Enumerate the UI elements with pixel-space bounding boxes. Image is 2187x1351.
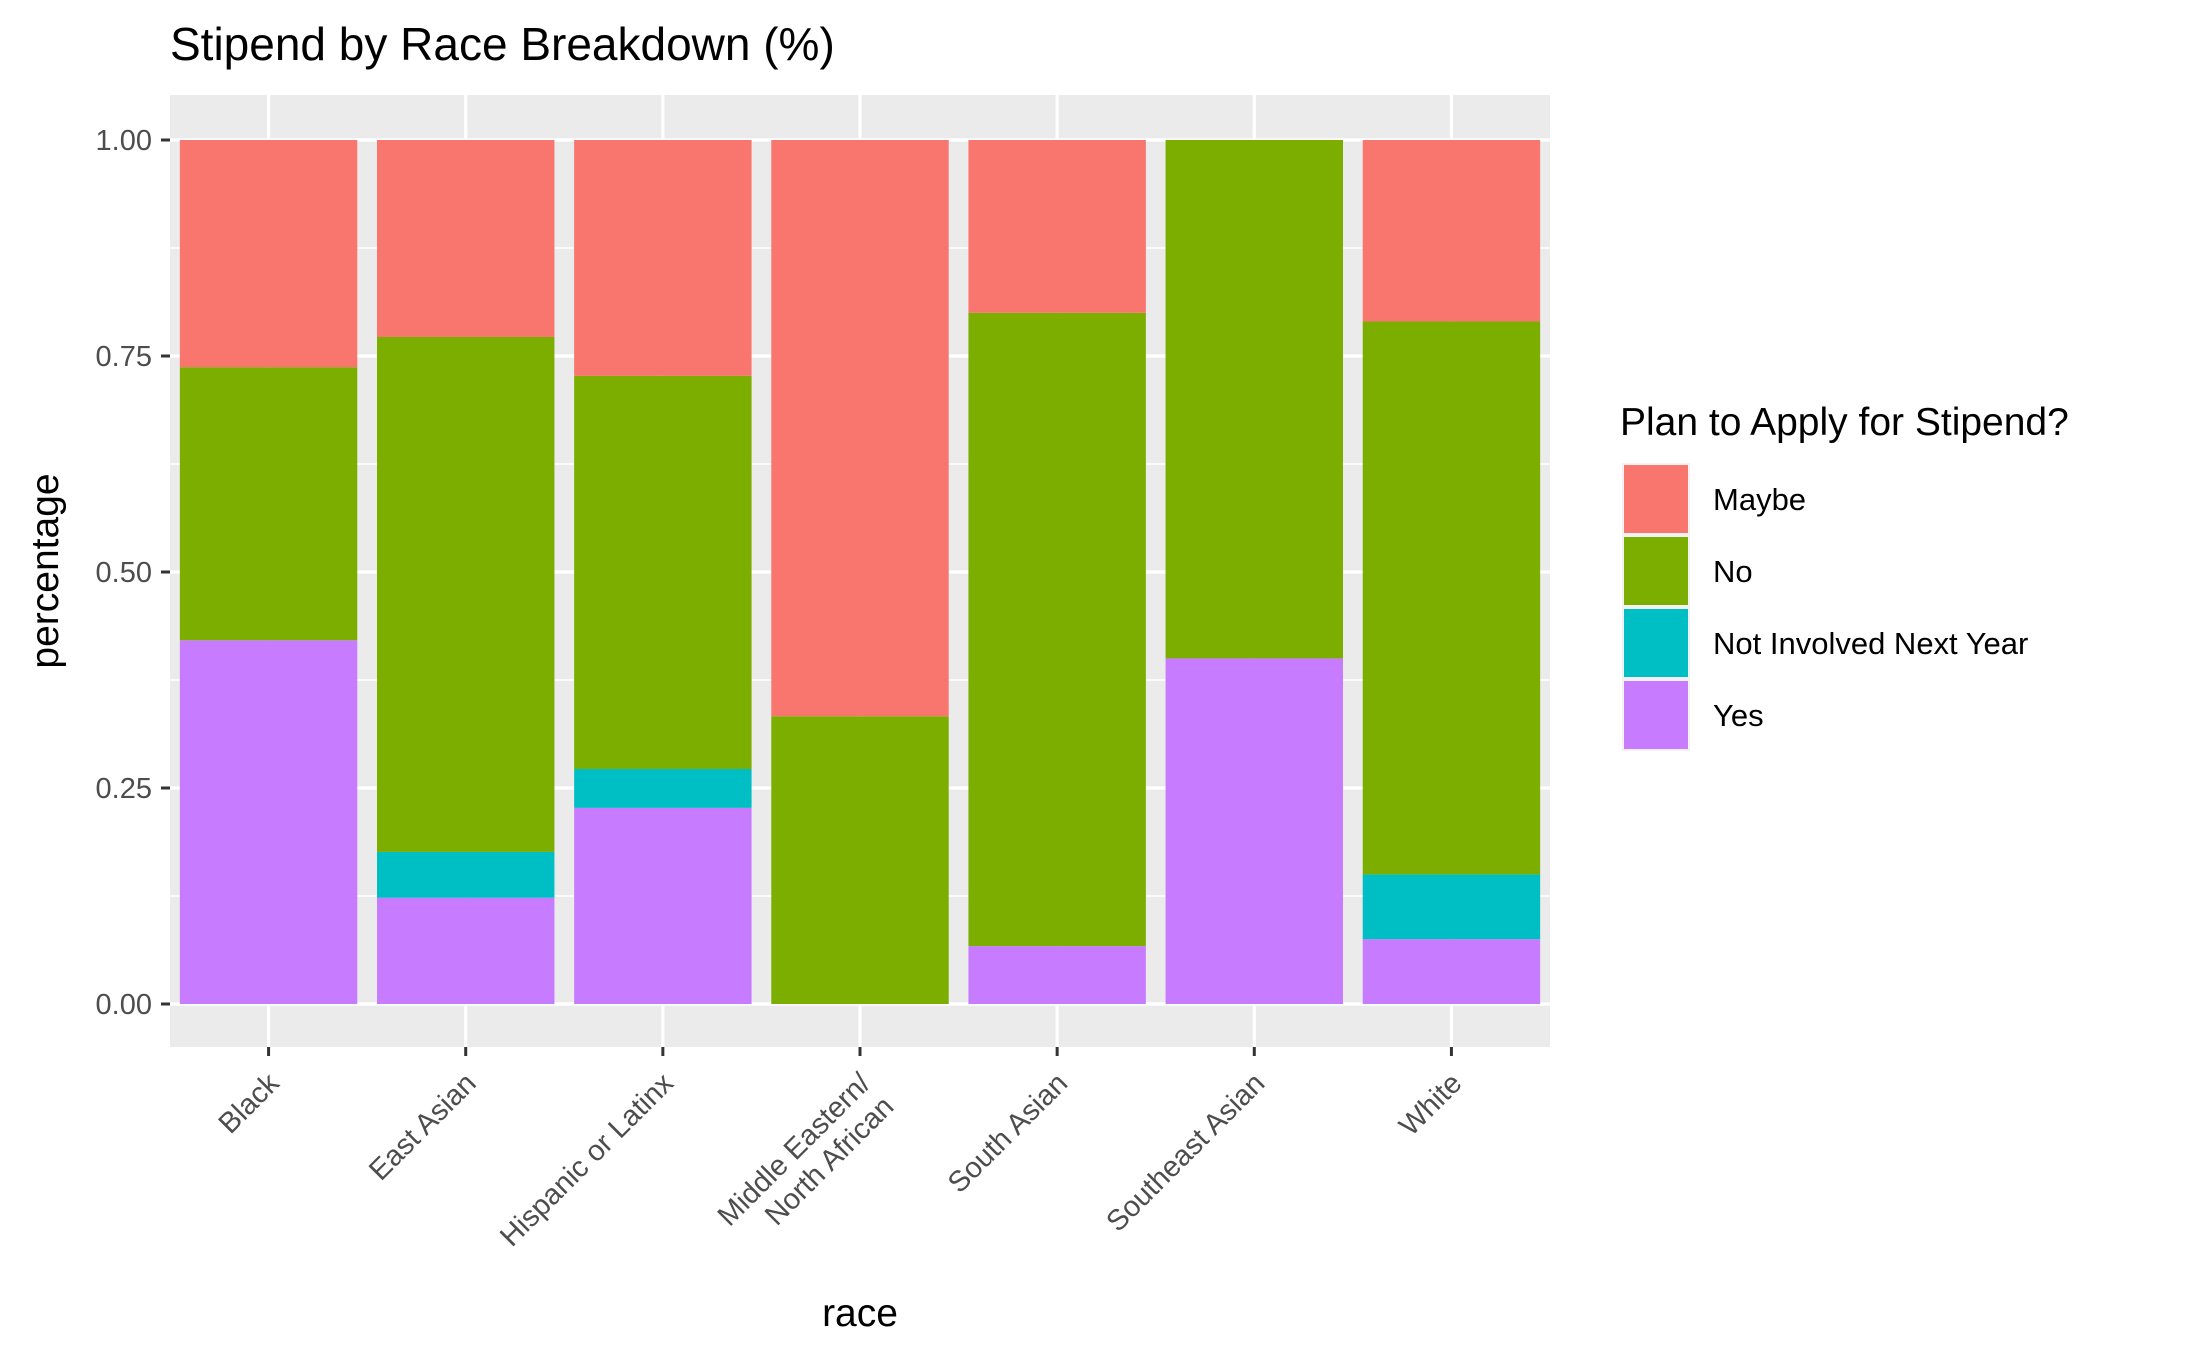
x-tick-label-line: Hispanic or Latinx xyxy=(494,1067,680,1253)
bar-yes xyxy=(1362,939,1541,1004)
x-tick-label: Hispanic or Latinx xyxy=(494,1067,680,1253)
legend-title: Plan to Apply for Stipend? xyxy=(1620,401,2069,444)
x-tick-label-line: Black xyxy=(213,1067,286,1140)
bar-yes xyxy=(1165,658,1343,1004)
legend-label: Not Involved Next Year xyxy=(1713,626,2028,661)
legend-label: No xyxy=(1713,554,1753,589)
bar-no xyxy=(1362,321,1541,875)
chart-title: Stipend by Race Breakdown (%) xyxy=(170,18,835,70)
bar-yes xyxy=(179,640,358,1004)
legend-key-swatch xyxy=(1624,609,1688,677)
x-axis: Black East Asian Hispanic or Latinx Middle … xyxy=(213,1047,1468,1256)
bar-not-involved-next-year xyxy=(377,851,555,898)
x-tick-label-line: East Asian xyxy=(363,1067,483,1187)
bar-not-involved-next-year xyxy=(574,768,752,808)
bar-yes xyxy=(377,897,555,1004)
y-axis: 0.00 0.25 0.50 0.75 1.00 xyxy=(96,125,170,1021)
x-tick-label-line: White xyxy=(1393,1067,1468,1142)
bar-no xyxy=(574,375,752,769)
y-tick-label: 0.50 xyxy=(96,557,152,589)
y-tick-label: 0.00 xyxy=(96,989,152,1021)
bar-maybe xyxy=(574,140,752,376)
x-tick-label: East Asian xyxy=(363,1067,483,1187)
bar-no xyxy=(771,716,949,1004)
legend-key-swatch xyxy=(1624,537,1688,605)
bar-maybe xyxy=(1362,140,1541,322)
bar-maybe xyxy=(377,140,555,337)
x-tick-label: South Asian xyxy=(942,1067,1074,1199)
bar-yes xyxy=(574,807,752,1004)
y-tick-label: 0.25 xyxy=(96,773,152,805)
bar-maybe xyxy=(771,140,949,717)
x-tick-label: White xyxy=(1393,1067,1468,1142)
x-tick-label: Black xyxy=(213,1067,286,1140)
bar-yes xyxy=(968,946,1146,1004)
legend-key-swatch xyxy=(1624,465,1688,533)
legend-key-swatch xyxy=(1624,681,1688,749)
x-tick-label: Middle Eastern/North African xyxy=(712,1067,901,1256)
bar-no xyxy=(377,336,555,852)
x-axis-title: race xyxy=(822,1292,898,1335)
x-tick-label-line: South Asian xyxy=(942,1067,1074,1199)
bar-not-involved-next-year xyxy=(1362,874,1541,940)
legend-label: Maybe xyxy=(1713,482,1806,517)
bar-no xyxy=(1165,140,1343,659)
bar-maybe xyxy=(179,140,358,368)
bar-maybe xyxy=(968,140,1146,313)
x-tick-label: Southeast Asian xyxy=(1100,1067,1271,1238)
legend-label: Yes xyxy=(1713,698,1764,733)
legend: Plan to Apply for Stipend? Maybe No Not In… xyxy=(1620,401,2069,751)
y-tick-label: 1.00 xyxy=(96,125,152,157)
y-tick-label: 0.75 xyxy=(96,341,152,373)
x-tick-label-line: Southeast Asian xyxy=(1100,1067,1271,1238)
bars xyxy=(179,140,1541,1004)
y-axis-title: percentage xyxy=(24,473,67,668)
bar-no xyxy=(968,312,1146,947)
bar-no xyxy=(179,367,358,641)
